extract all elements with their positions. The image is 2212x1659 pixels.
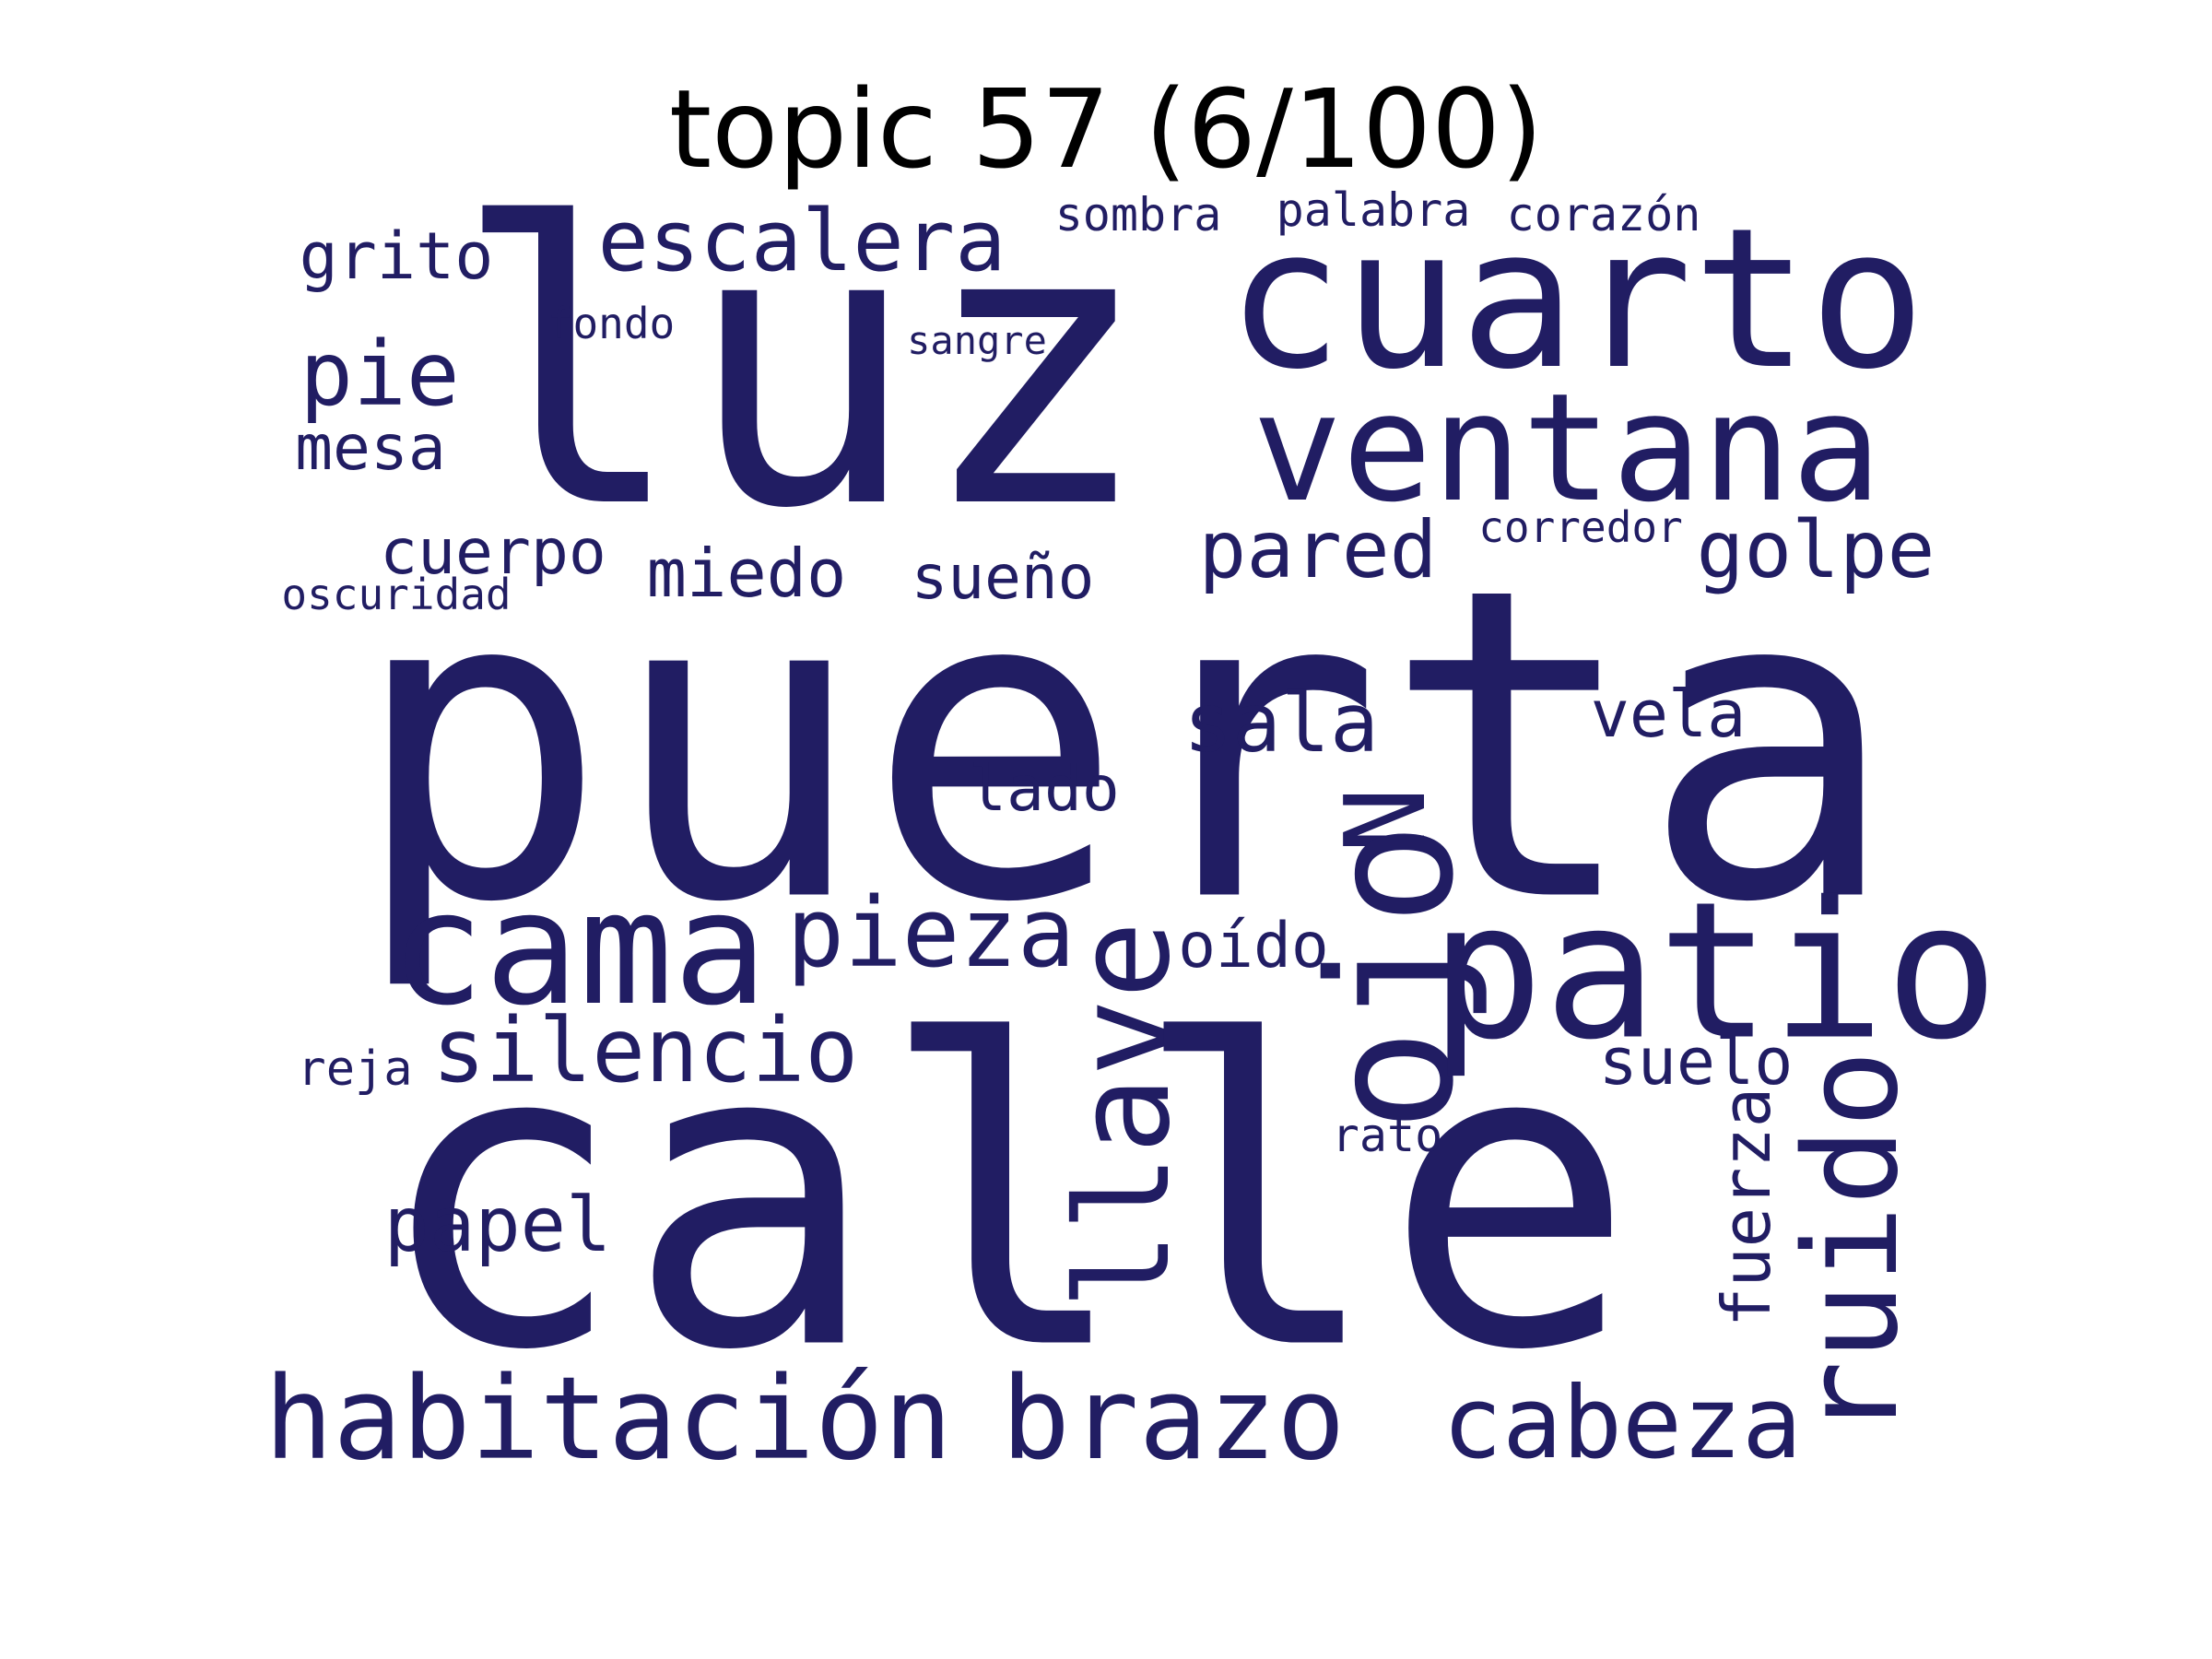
cloud-word: corredor [1478, 502, 1683, 552]
cloud-word: oído [1178, 910, 1329, 982]
cloud-word: puerta [350, 496, 1899, 996]
cloud-word: cabeza [1441, 1366, 1803, 1481]
cloud-word: reja [297, 1041, 413, 1097]
cloud-word: rato [1331, 1109, 1443, 1162]
cloud-word: luz [452, 143, 1152, 594]
cloud-word: pared [1198, 504, 1438, 596]
cloud-word: pieza [786, 877, 1076, 989]
cloud-word: sala [1183, 676, 1379, 771]
cloud-word: suelo [1598, 1024, 1794, 1100]
cloud-word: lado [969, 753, 1120, 826]
cloud-word: fondo [547, 299, 676, 348]
cloud-word: palabra [1276, 183, 1471, 237]
cloud-word: oscuridad [281, 570, 512, 619]
cloud-word: sombra [1054, 188, 1222, 241]
cloud-word: fuerza [1708, 1087, 1785, 1328]
page-title: topic 57 (6/100) [668, 65, 1544, 193]
cloud-word: patio [1430, 862, 1999, 1082]
cloud-word: corazón [1506, 188, 1701, 241]
cloud-word: calle [373, 954, 1636, 1442]
cloud-word: golpe [1696, 504, 1936, 596]
cloud-word: miedo [646, 535, 847, 612]
cloud-word: sueño [911, 542, 1095, 613]
cloud-word: ventana [1252, 362, 1882, 535]
cloud-word: pie [300, 323, 460, 426]
cloud-word: habitación [264, 1353, 953, 1486]
cloud-word: brazo [1001, 1353, 1346, 1486]
cloud-word: cama [390, 858, 768, 1041]
cloud-word: sangre [907, 318, 1047, 363]
cloud-word: ruido [1777, 1050, 1927, 1439]
cloud-word: grito [299, 218, 494, 294]
cloud-word: cuerpo [380, 516, 606, 589]
cloud-word: cuarto [1226, 186, 1926, 412]
cloud-word: silencio [431, 999, 859, 1102]
cloud-word: vela [1590, 677, 1747, 752]
cloud-word: papel [383, 1182, 612, 1269]
cloud-word: escalera [597, 192, 1006, 290]
cloud-word: mesa [295, 412, 446, 485]
